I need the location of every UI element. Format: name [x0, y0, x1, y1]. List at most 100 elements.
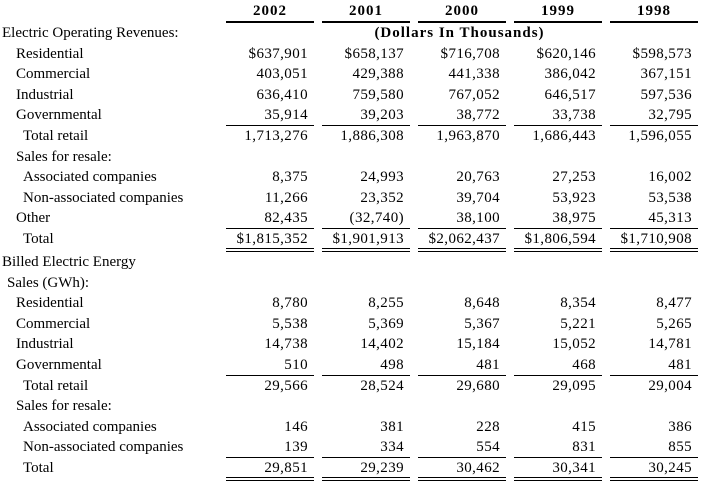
cell-value: 5,265: [656, 315, 692, 332]
cell-value: 38,975: [514, 208, 602, 229]
cell-value: 30,245: [610, 458, 698, 481]
row-label: Governmental: [16, 107, 102, 124]
cell-value: $1,806,594: [514, 229, 602, 252]
cell-value: 15,184: [456, 336, 500, 353]
cell-value: $716,708: [440, 45, 500, 62]
cell-value: 29,851: [226, 458, 314, 481]
cell-value: 35,914: [226, 105, 314, 126]
cell-value: 403,051: [256, 66, 308, 83]
cell-value: 53,923: [552, 189, 596, 206]
cell-value: 386,042: [544, 66, 596, 83]
cell-value: 20,763: [456, 169, 500, 186]
cell-value: 759,580: [352, 86, 404, 103]
table-row: Sales for resale:: [0, 147, 701, 168]
table-row: Industrial 636,410 759,580 767,052 646,517 59…: [0, 85, 701, 106]
column-header-2002: 2002: [226, 3, 314, 23]
column-header-2001: 2001: [322, 3, 410, 23]
table-row: Residential 8,780 8,255 8,648 8,354 8,477: [0, 293, 701, 314]
cell-value: 14,738: [264, 336, 308, 353]
cell-value: $1,815,352: [226, 229, 314, 252]
row-label: Associated companies: [23, 418, 157, 435]
cell-value: 228: [476, 418, 500, 435]
row-label: Commercial: [16, 66, 91, 83]
row-label: Non-associated companies: [23, 439, 184, 456]
cell-value: [514, 147, 602, 168]
cell-value: [610, 147, 698, 168]
cell-value: 5,221: [560, 315, 596, 332]
cell-value: 1,596,055: [628, 127, 692, 144]
cell-value: 5,367: [464, 315, 500, 332]
cell-value: 597,536: [640, 86, 692, 103]
cell-value: 30,462: [418, 458, 506, 481]
section1-rows: Residential $637,901 $658,137 $716,708 $620,…: [0, 44, 701, 252]
table-row: Non-associated companies 139 334 554 831 855: [0, 437, 701, 458]
row-label: Governmental: [16, 356, 102, 373]
section1-title-row: Electric Operating Revenues: (Dollars In…: [0, 23, 701, 44]
cell-value: 11,266: [264, 189, 308, 206]
table-row: Residential $637,901 $658,137 $716,708 $620,…: [0, 44, 701, 65]
table-header-row: 2002 2001 2000 1999 1998: [0, 3, 701, 23]
row-label: Non-associated companies: [23, 189, 184, 206]
cell-value: 481: [418, 355, 506, 376]
row-label: Total retail: [23, 377, 89, 394]
cell-value: 29,680: [456, 377, 500, 394]
table-row: Associated companies 8,375 24,993 20,763 27,…: [0, 167, 701, 188]
cell-value: 30,341: [514, 458, 602, 481]
cell-value: 636,410: [256, 86, 308, 103]
row-label: Total retail: [23, 127, 89, 144]
cell-value: 146: [284, 418, 308, 435]
cell-value: 29,095: [552, 377, 596, 394]
row-label: Other: [16, 210, 51, 227]
cell-value: $658,137: [344, 45, 404, 62]
cell-value: 33,738: [514, 105, 602, 126]
cell-value: 386: [668, 418, 692, 435]
cell-value: 367,151: [640, 66, 692, 83]
cell-value: [418, 147, 506, 168]
table-row: Commercial 403,051 429,388 441,338 386,042 36…: [0, 64, 701, 85]
cell-value: 39,203: [322, 105, 410, 126]
cell-value: 8,780: [272, 295, 308, 312]
cell-value: 767,052: [448, 86, 500, 103]
section1-title: Electric Operating Revenues:: [2, 25, 179, 41]
table-row: Total 29,851 29,239 30,462 30,341 30,245: [0, 458, 701, 481]
cell-value: 8,375: [272, 169, 308, 186]
row-label: Industrial: [16, 336, 74, 353]
column-header-1998: 1998: [610, 3, 698, 23]
cell-value: 28,524: [360, 377, 404, 394]
cell-value: 29,004: [648, 377, 692, 394]
column-header-1999: 1999: [514, 3, 602, 23]
table-row: Governmental 35,914 39,203 38,772 33,738 32,7…: [0, 105, 701, 126]
cell-value: 29,239: [322, 458, 410, 481]
cell-value: 831: [514, 437, 602, 458]
row-label: Residential: [16, 295, 84, 312]
cell-value: $1,901,913: [322, 229, 410, 252]
row-label: Total: [23, 230, 54, 247]
cell-value: 14,402: [360, 336, 404, 353]
cell-value: 8,477: [656, 295, 692, 312]
table-row: Other 82,435 (32,740) 38,100 38,975 45,313: [0, 208, 701, 229]
cell-value: 27,253: [552, 169, 596, 186]
cell-value: 646,517: [544, 86, 596, 103]
cell-value: 855: [610, 437, 698, 458]
cell-value: 334: [322, 437, 410, 458]
section2-title-line2: Sales (GWh):: [7, 274, 90, 291]
cell-value: [610, 396, 698, 417]
cell-value: 498: [322, 355, 410, 376]
row-label: Associated companies: [23, 169, 157, 186]
cell-value: 139: [226, 437, 314, 458]
cell-value: [226, 147, 314, 168]
row-label: Sales for resale:: [16, 148, 112, 165]
column-header-2000: 2000: [418, 3, 506, 23]
cell-value: $2,062,437: [418, 229, 506, 252]
cell-value: 29,566: [264, 377, 308, 394]
cell-value: 39,704: [456, 189, 500, 206]
cell-value: $598,573: [632, 45, 692, 62]
cell-value: $1,710,908: [610, 229, 698, 252]
cell-value: 5,369: [368, 315, 404, 332]
units-note: (Dollars In Thousands): [374, 25, 545, 41]
cell-value: 415: [572, 418, 596, 435]
cell-value: 23,352: [360, 189, 404, 206]
table-row: Associated companies 146 381 228 415 386: [0, 417, 701, 438]
cell-value: 1,686,443: [532, 127, 596, 144]
